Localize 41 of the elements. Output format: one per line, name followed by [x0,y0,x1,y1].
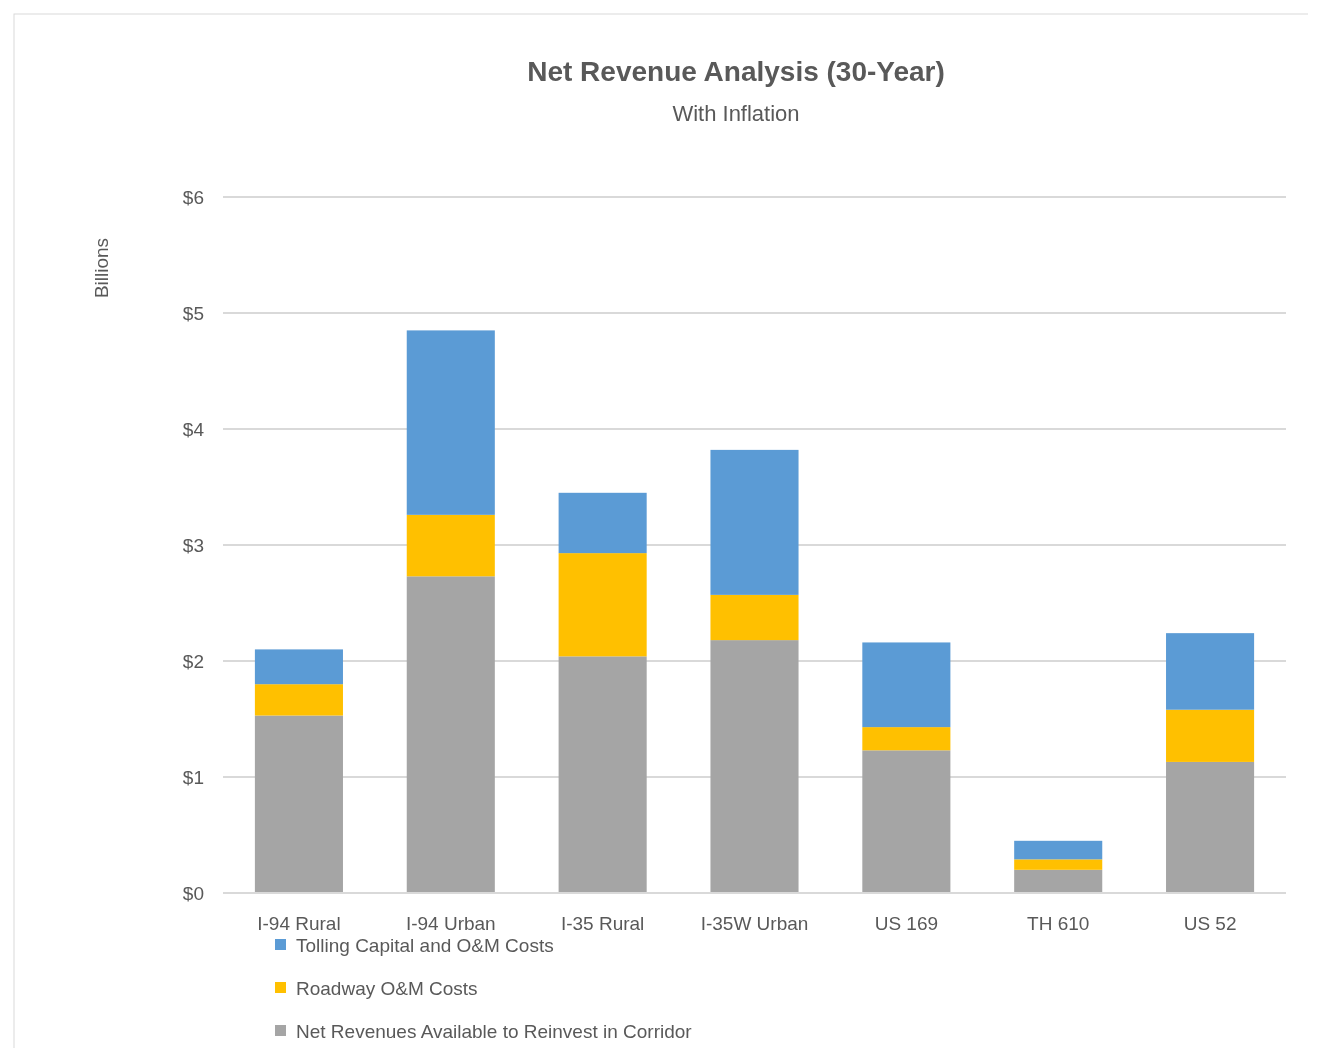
bar [1166,761,1255,893]
x-tick-label: I-94 Rural [257,913,341,934]
bar [862,750,951,893]
legend-label: Tolling Capital and O&M Costs [296,935,554,956]
bar [406,330,495,515]
y-tick-label: $1 [182,767,204,788]
bar [1014,859,1103,870]
y-tick-label: $0 [182,883,204,904]
bar [558,492,647,554]
bar [1014,869,1103,893]
y-tick-label: $6 [182,187,204,208]
bar [710,449,799,595]
chart-subtitle: With Inflation [672,101,800,126]
bar [710,594,799,641]
legend-label: Roadway O&M Costs [296,978,478,999]
bar [406,514,495,577]
bar [254,684,343,716]
x-tick-label: I-94 Urban [405,913,496,934]
legend-label: Net Revenues Available to Reinvest in Corridor [296,1021,693,1042]
x-tick-label: US 169 [874,913,939,934]
x-tick-label: US 52 [1183,913,1237,934]
bar [254,715,343,893]
y-tick-label: $4 [182,419,205,440]
y-tick-label: $5 [182,303,204,324]
x-tick-label: I-35 Rural [560,913,645,934]
bar [558,656,647,893]
bar [558,553,647,657]
bar [1014,840,1103,860]
x-tick-label: I-35W Urban [700,913,809,934]
y-tick-label: $2 [182,651,204,672]
bar [862,727,951,751]
chart-title: Net Revenue Analysis (30-Year) [527,56,945,87]
y-tick-label: $3 [182,535,204,556]
y-axis-title: Billions [91,237,112,299]
bar [710,640,799,893]
x-tick-label: TH 610 [1027,913,1090,934]
bar [1166,709,1255,762]
bar [1166,633,1255,710]
bar [254,649,343,685]
bar [862,642,951,728]
bar [406,576,495,893]
